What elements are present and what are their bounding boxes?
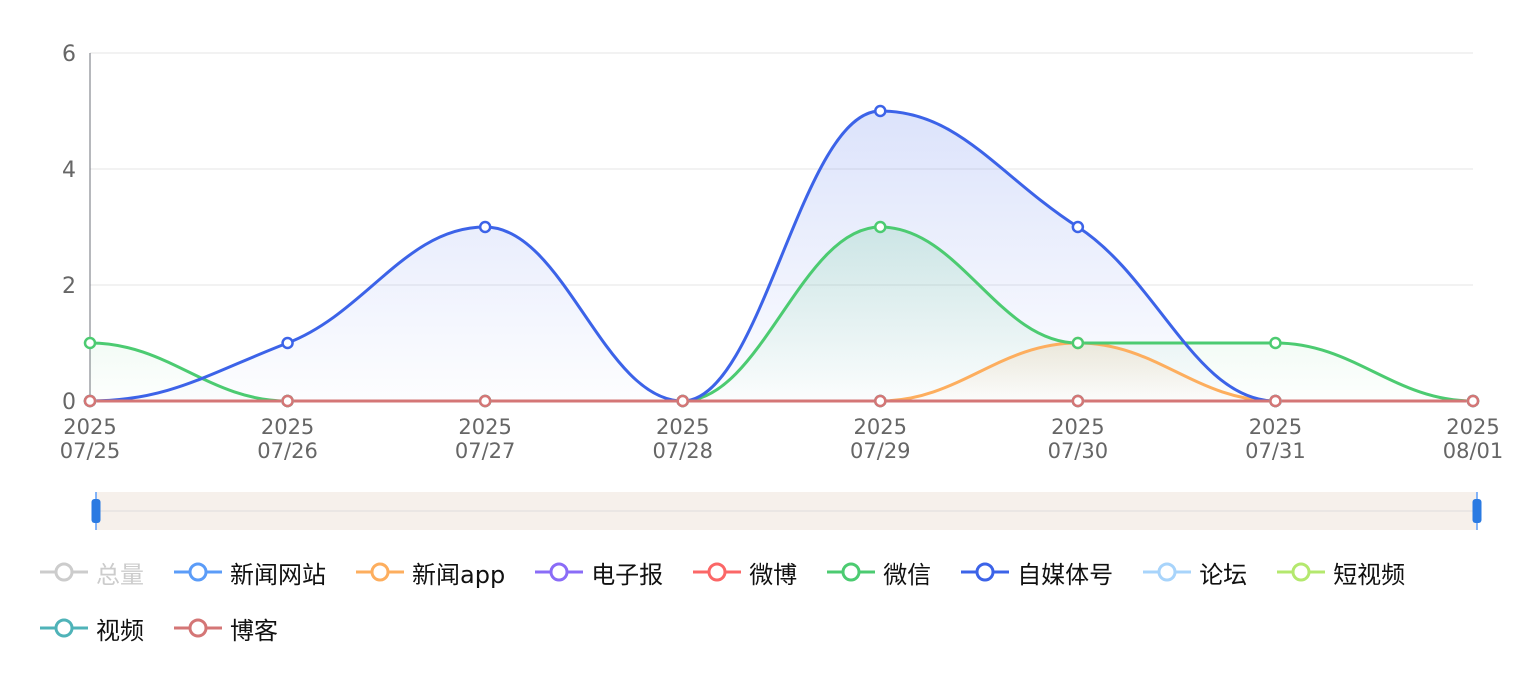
legend-line-circle-icon: [961, 562, 1010, 582]
legend-item-微信[interactable]: 微信: [827, 552, 931, 592]
y-tick-label: 2: [62, 274, 76, 299]
legend-item-博客[interactable]: 博客: [174, 608, 278, 648]
series-line-自媒体号: [89, 109, 1473, 403]
legend-label: 论坛: [1199, 560, 1248, 589]
data-point-自媒体号: [1071, 220, 1085, 234]
legend-line-circle-icon: [40, 562, 88, 582]
x-tick-label: 07/31: [1245, 439, 1306, 463]
legend-item-微博[interactable]: 微博: [693, 552, 797, 592]
y-tick-label: 6: [62, 42, 76, 67]
legend-label: 微信: [883, 560, 932, 589]
x-tick-label: 2025: [656, 415, 709, 439]
legend-label: 视频: [96, 616, 144, 645]
x-tick-label: 2025: [1051, 415, 1104, 439]
legend-line-circle-icon: [693, 562, 742, 582]
x-tick-label: 2025: [458, 415, 511, 439]
data-point-微信: [1269, 336, 1282, 350]
legend-item-新闻网站[interactable]: 新闻网站: [174, 552, 326, 592]
y-tick-label: 4: [62, 158, 76, 183]
x-tick-label: 07/26: [257, 439, 318, 463]
x-tick-label: 2025: [1446, 415, 1499, 439]
legend-line-circle-icon: [356, 562, 404, 582]
data-point-博客: [1269, 394, 1282, 408]
legend-line-circle-icon: [174, 562, 222, 582]
data-point-博客: [874, 394, 887, 408]
legend-item-视频[interactable]: 视频: [40, 608, 144, 648]
data-point-自媒体号: [281, 336, 294, 350]
datazoom-handle-end[interactable]: [1472, 492, 1482, 530]
legend: 总量 新闻网站 新闻app 电子报 微博 微信 自媒体号 论坛 短视频视频 博客: [40, 552, 1530, 648]
legend-line-circle-icon: [1277, 562, 1326, 582]
x-tick-label: 07/27: [455, 439, 516, 463]
legend-item-电子报[interactable]: 电子报: [535, 552, 663, 592]
x-tick-label: 2025: [261, 415, 314, 439]
legend-label: 总量: [96, 560, 144, 589]
x-tick-label: 07/25: [60, 439, 121, 463]
legend-line-circle-icon: [174, 618, 222, 638]
legend-label: 微博: [749, 560, 798, 589]
legend-line-circle-icon: [827, 562, 876, 582]
legend-label: 短视频: [1333, 560, 1406, 589]
data-point-博客: [281, 394, 294, 408]
handle-grip: [91, 499, 101, 523]
legend-line-circle-icon: [40, 618, 88, 638]
x-tick-label: 08/01: [1443, 439, 1504, 463]
data-point-微信: [1071, 336, 1085, 350]
line-chart: 0246202507/25202507/26202507/27202507/28…: [60, 42, 1504, 530]
data-point-自媒体号: [478, 220, 492, 234]
datazoom-handle-start[interactable]: [91, 492, 101, 530]
x-tick-label: 07/30: [1048, 439, 1109, 463]
legend-line-circle-icon: [1143, 562, 1192, 582]
x-tick-label: 07/29: [850, 439, 911, 463]
data-point-博客: [1071, 394, 1085, 408]
x-tick-label: 2025: [854, 415, 907, 439]
legend-label: 新闻app: [412, 560, 506, 589]
x-tick-label: 2025: [63, 415, 116, 439]
data-point-自媒体号: [874, 104, 887, 118]
handle-grip: [1472, 499, 1482, 523]
x-tick-label: 2025: [1249, 415, 1302, 439]
data-point-博客: [676, 394, 689, 408]
legend-item-论坛[interactable]: 论坛: [1143, 552, 1247, 592]
datazoom-slider: [91, 492, 1482, 530]
y-tick-label: 0: [62, 390, 76, 415]
legend-item-新闻app[interactable]: 新闻app: [356, 552, 505, 592]
legend-label: 新闻网站: [230, 560, 326, 589]
legend-line-circle-icon: [535, 562, 584, 582]
x-tick-label: 07/28: [652, 439, 713, 463]
data-point-博客: [83, 394, 97, 408]
data-point-博客: [1466, 394, 1480, 408]
legend-label: 自媒体号: [1017, 560, 1114, 589]
legend-item-总量[interactable]: 总量: [40, 552, 144, 592]
legend-label: 博客: [230, 616, 278, 645]
data-point-博客: [478, 394, 492, 408]
legend-item-自媒体号[interactable]: 自媒体号: [961, 552, 1113, 592]
data-point-微信: [874, 220, 887, 234]
legend-label: 电子报: [591, 560, 664, 589]
legend-item-短视频[interactable]: 短视频: [1277, 552, 1405, 592]
data-point-微信: [83, 336, 97, 350]
